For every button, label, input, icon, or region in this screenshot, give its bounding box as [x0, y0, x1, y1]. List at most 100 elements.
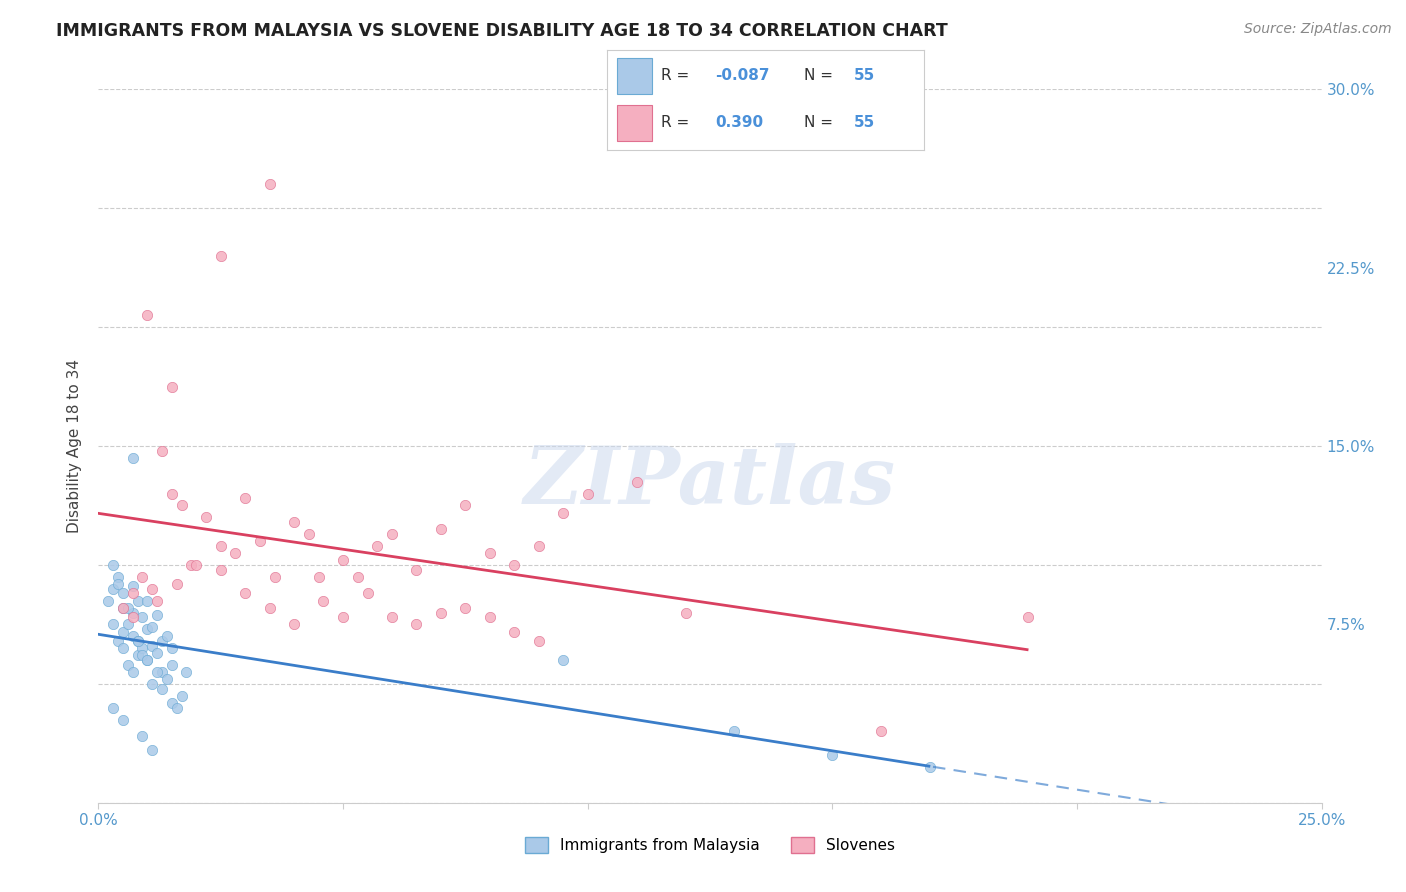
Point	[127, 648, 149, 663]
Point	[121, 610, 143, 624]
Point	[170, 689, 193, 703]
Point	[141, 743, 163, 757]
Point	[146, 607, 169, 622]
Text: IMMIGRANTS FROM MALAYSIA VS SLOVENE DISABILITY AGE 18 TO 34 CORRELATION CHART: IMMIGRANTS FROM MALAYSIA VS SLOVENE DISA…	[56, 22, 948, 40]
Point	[101, 617, 124, 632]
Point	[209, 249, 232, 263]
Point	[626, 475, 648, 489]
Point	[332, 610, 354, 624]
Text: -0.087: -0.087	[716, 69, 769, 84]
Point	[920, 760, 942, 774]
FancyBboxPatch shape	[617, 105, 651, 141]
Point	[405, 617, 427, 632]
Point	[870, 724, 893, 739]
Point	[141, 639, 163, 653]
Point	[160, 696, 183, 710]
Point	[249, 534, 271, 549]
Point	[298, 527, 321, 541]
Point	[121, 579, 143, 593]
Point	[141, 620, 163, 634]
Point	[224, 546, 246, 560]
Point	[111, 600, 134, 615]
Point	[107, 570, 129, 584]
Point	[503, 624, 526, 639]
Point	[111, 713, 134, 727]
Point	[478, 546, 501, 560]
Point	[141, 677, 163, 691]
Point	[263, 570, 285, 584]
Point	[121, 629, 143, 643]
Point	[121, 665, 143, 679]
Point	[117, 617, 139, 632]
Point	[150, 681, 173, 696]
Point	[166, 577, 188, 591]
Point	[553, 506, 575, 520]
Text: 55: 55	[855, 69, 876, 84]
Point	[259, 600, 281, 615]
Point	[117, 657, 139, 672]
Text: 55: 55	[855, 115, 876, 130]
Legend: Immigrants from Malaysia, Slovenes: Immigrants from Malaysia, Slovenes	[519, 831, 901, 859]
Point	[675, 606, 697, 620]
Point	[160, 379, 183, 393]
Point	[101, 582, 124, 596]
Point	[209, 563, 232, 577]
Point	[478, 610, 501, 624]
Point	[131, 729, 153, 743]
Point	[150, 665, 173, 679]
Point	[136, 593, 159, 607]
Point	[111, 641, 134, 656]
Point	[121, 606, 143, 620]
Point	[233, 586, 256, 600]
Point	[283, 617, 305, 632]
Point	[553, 653, 575, 667]
Point	[146, 646, 169, 660]
Point	[111, 586, 134, 600]
Point	[454, 499, 477, 513]
Point	[332, 553, 354, 567]
Point	[233, 491, 256, 506]
Point	[156, 672, 179, 686]
Point	[111, 624, 134, 639]
Point	[259, 178, 281, 192]
Point	[146, 593, 169, 607]
Point	[576, 486, 599, 500]
Point	[381, 527, 404, 541]
Text: ZIPatlas: ZIPatlas	[524, 443, 896, 520]
Point	[723, 724, 745, 739]
Point	[356, 586, 378, 600]
Point	[141, 582, 163, 596]
Point	[381, 610, 404, 624]
Point	[101, 558, 124, 572]
Point	[430, 522, 453, 536]
Point	[146, 665, 169, 679]
Y-axis label: Disability Age 18 to 34: Disability Age 18 to 34	[67, 359, 83, 533]
Point	[308, 570, 330, 584]
Point	[117, 600, 139, 615]
Point	[156, 629, 179, 643]
Point	[170, 499, 193, 513]
Point	[527, 634, 550, 648]
Point	[121, 450, 143, 465]
Point	[111, 600, 134, 615]
Text: R =: R =	[661, 115, 695, 130]
Point	[101, 700, 124, 714]
Point	[127, 593, 149, 607]
Point	[454, 600, 477, 615]
Text: N =: N =	[804, 115, 838, 130]
Point	[131, 570, 153, 584]
Point	[136, 653, 159, 667]
Point	[121, 586, 143, 600]
Point	[503, 558, 526, 572]
Point	[195, 510, 218, 524]
Point	[180, 558, 202, 572]
Point	[107, 577, 129, 591]
Point	[160, 641, 183, 656]
Point	[136, 308, 159, 322]
Point	[127, 634, 149, 648]
Point	[160, 486, 183, 500]
Point	[527, 539, 550, 553]
Point	[821, 748, 844, 763]
Point	[176, 665, 198, 679]
Point	[346, 570, 368, 584]
